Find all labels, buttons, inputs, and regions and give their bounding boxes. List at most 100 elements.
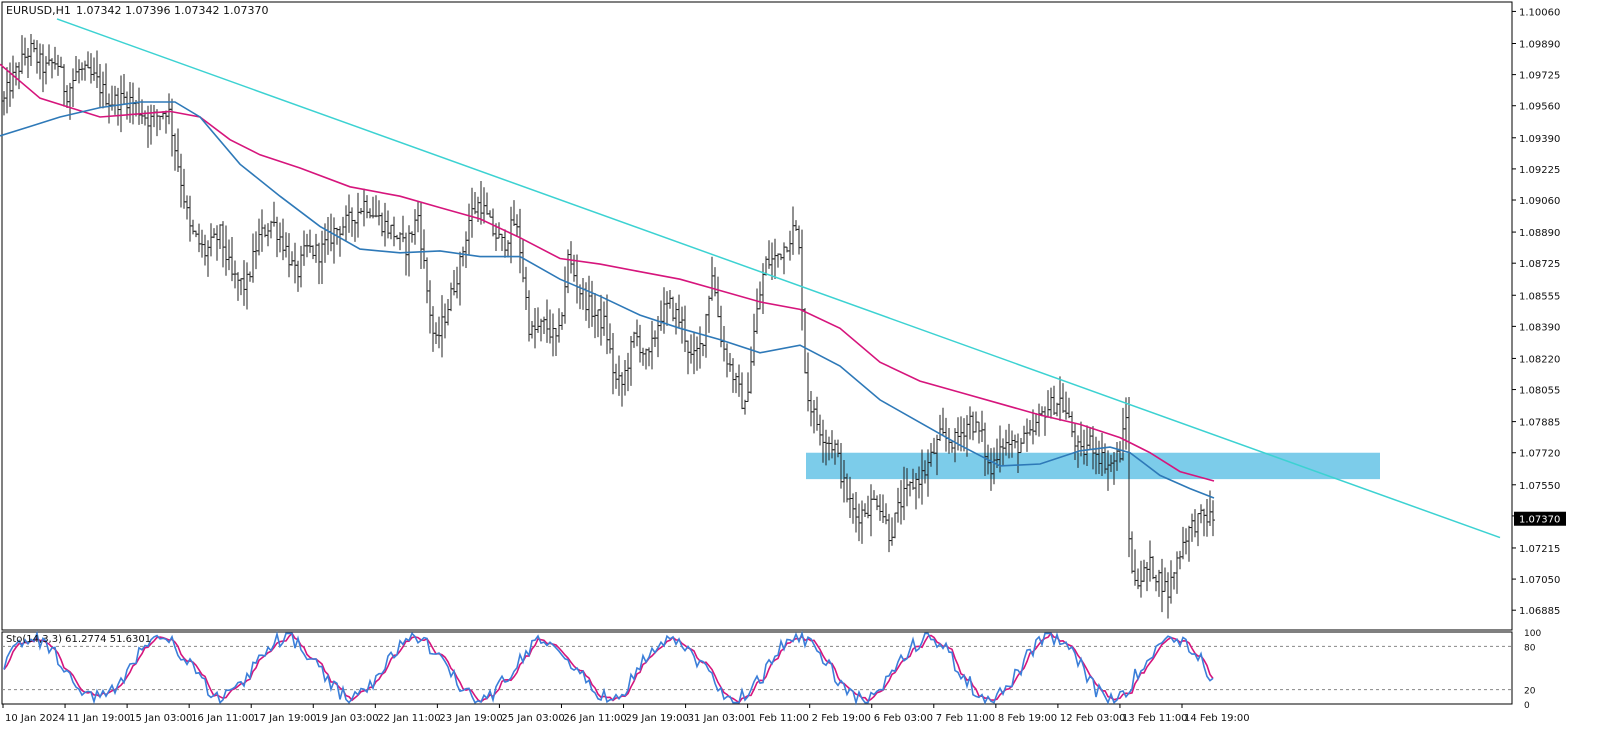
time-tick-label: 19 Jan 03:00 [315, 713, 378, 724]
axis-layer: 1.10060 1.09890 1.09725 1.09560 1.09390 1.092… [2, 7, 1566, 724]
price-bar [95, 50, 99, 88]
price-bar [722, 325, 726, 362]
price-bar [8, 62, 12, 107]
price-bar [368, 208, 372, 219]
price-bar [212, 228, 216, 239]
price-bar [749, 346, 753, 394]
price-bar [203, 234, 207, 266]
price-bar [242, 260, 246, 306]
price-bar [776, 253, 780, 268]
price-bar [521, 239, 525, 283]
price-bar [29, 34, 33, 67]
price-bar [158, 115, 162, 131]
time-tick-label: 10 Jan 2024 [5, 713, 65, 724]
moving-averages-layer [0, 63, 1215, 499]
stochastic-layer: 100 80 20 0 [2, 629, 1541, 711]
price-bar [236, 272, 240, 301]
price-bar [572, 254, 576, 282]
price-bar [1193, 509, 1197, 538]
price-bar [530, 320, 534, 339]
price-bar [218, 224, 222, 249]
price-bar [797, 225, 801, 255]
price-bar [1022, 425, 1026, 444]
price-bar [938, 414, 942, 442]
price-bar [869, 484, 873, 537]
price-bar [569, 241, 573, 274]
price-bar [308, 229, 312, 253]
price-bar [404, 232, 408, 276]
price-bar [347, 194, 351, 233]
price-bar [761, 263, 765, 314]
price-bar [446, 298, 450, 326]
moving-average-200-line [0, 63, 1215, 482]
stochastic-tick-label: 100 [1524, 629, 1541, 639]
price-bar [302, 230, 306, 266]
price-bar [1067, 397, 1071, 419]
price-bar [1148, 540, 1152, 582]
price-bar [164, 110, 168, 134]
price-bar [266, 223, 270, 247]
price-bar [899, 480, 903, 525]
price-bar [443, 303, 447, 339]
price-bar [320, 230, 324, 285]
price-bar [710, 256, 714, 301]
price-bar [584, 282, 588, 321]
price-tick-label: 1.09060 [1519, 196, 1560, 207]
trendline[interactable] [56, 18, 1501, 539]
price-bar [860, 500, 864, 544]
price-bar [71, 68, 75, 107]
price-bar [458, 251, 462, 306]
price-bar [74, 56, 78, 81]
price-bar [884, 503, 888, 525]
price-bar [944, 417, 948, 452]
price-bar [650, 320, 654, 370]
price-bar [344, 205, 348, 242]
price-bar [425, 257, 429, 304]
price-bar [332, 217, 336, 264]
price-bar [1160, 558, 1164, 613]
price-bar [98, 63, 102, 108]
price-bar [227, 239, 231, 271]
price-bar [695, 336, 699, 371]
price-tick-label: 1.08890 [1519, 228, 1560, 239]
price-bar [221, 221, 225, 268]
price-bar [350, 207, 354, 237]
price-bar [887, 513, 891, 553]
price-bar [35, 40, 39, 74]
price-bar [848, 476, 852, 519]
price-bar [707, 295, 711, 333]
price-bar [1199, 504, 1203, 524]
price-bar [383, 202, 387, 247]
price-bar [602, 301, 606, 336]
stochastic-tick-label: 20 [1524, 687, 1536, 697]
price-bar [170, 98, 174, 157]
price-tick-label: 1.07720 [1519, 449, 1560, 460]
price-bar [671, 296, 675, 322]
price-bar [362, 188, 366, 227]
price-bar [896, 487, 900, 523]
stochastic-tick-label: 0 [1524, 701, 1530, 711]
price-bar [611, 333, 615, 395]
price-bar [5, 67, 9, 114]
price-bar [1166, 572, 1170, 619]
price-bar [950, 441, 954, 453]
price-bar [866, 495, 870, 519]
price-bar [176, 128, 180, 172]
price-tick-label: 1.09390 [1519, 134, 1560, 145]
price-bar [206, 240, 210, 277]
price-bar [284, 232, 288, 258]
price-bar [1154, 574, 1158, 592]
price-bar [581, 277, 585, 310]
price-tick-label: 1.09560 [1519, 102, 1560, 113]
price-bar [770, 242, 774, 281]
price-bar [545, 299, 549, 343]
price-bar [599, 294, 603, 346]
last-price-marker [1514, 511, 1566, 526]
price-tick-label: 1.07550 [1519, 481, 1560, 492]
price-bar [713, 267, 717, 297]
trendline-layer [56, 18, 1501, 539]
price-bar [755, 288, 759, 334]
price-bar [17, 62, 21, 90]
